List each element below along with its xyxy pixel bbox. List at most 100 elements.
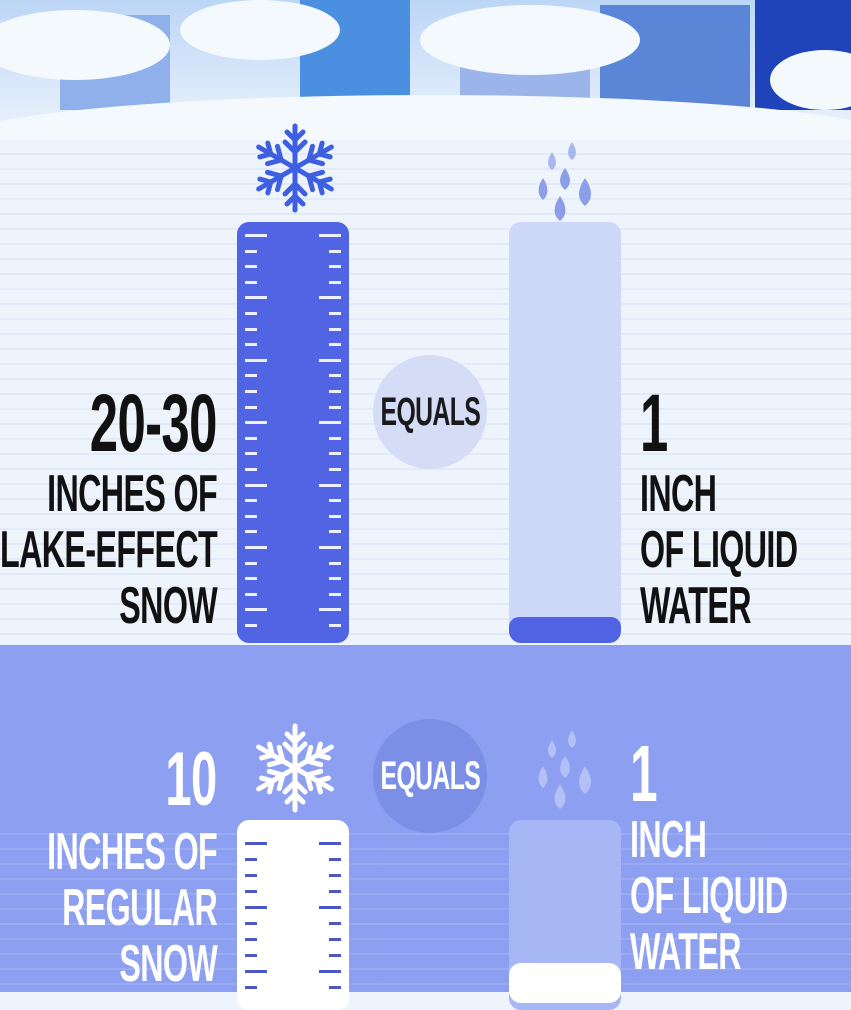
water-drops-icon — [538, 730, 591, 809]
water-amount: 1 — [640, 383, 685, 465]
gauge-tick — [245, 530, 257, 534]
water-level-fill — [509, 617, 621, 643]
gauge-tick — [245, 954, 257, 957]
gauge-tick — [329, 374, 341, 378]
gauge-tick — [245, 421, 267, 425]
gauge-tick — [319, 358, 341, 362]
gauge-tick — [329, 343, 341, 347]
gauge-tick — [329, 624, 341, 627]
water-description: INCH OF LIQUID WATER — [630, 814, 851, 982]
gauge-tick — [245, 249, 257, 253]
gauge-tick — [245, 608, 267, 612]
gauge-tick — [329, 890, 341, 893]
gauge-tick — [329, 327, 341, 331]
gauge-tick — [245, 312, 257, 315]
equals-label: EQUALS — [380, 753, 480, 798]
gauge-tick — [245, 499, 257, 503]
snow-gauge-regular — [237, 820, 349, 1010]
gauge-tick — [329, 954, 341, 957]
snow-gauge-lake-effect — [237, 222, 349, 643]
desc-line: WATER — [640, 577, 752, 635]
gauge-tick — [319, 421, 341, 425]
desc-line: SNOW — [119, 935, 217, 993]
gauge-tick — [329, 577, 341, 581]
gauge-tick — [245, 327, 257, 331]
gauge-tick — [245, 234, 267, 237]
gauge-tick — [329, 938, 341, 941]
gauge-tick — [329, 592, 341, 596]
gauge-tick — [245, 970, 267, 973]
water-description: INCH OF LIQUID WATER — [640, 468, 851, 636]
gauge-tick — [329, 514, 341, 518]
water-gauge-top — [509, 222, 621, 643]
gauge-tick — [245, 468, 257, 471]
gauge-tick — [245, 436, 257, 440]
gauge-tick — [319, 970, 341, 973]
desc-line: INCHES OF — [47, 823, 218, 881]
gauge-tick — [245, 858, 257, 861]
gauge-tick — [319, 906, 341, 909]
gauge-tick — [329, 530, 341, 534]
gauge-tick — [245, 842, 267, 845]
gauge-tick — [245, 592, 257, 596]
gauge-tick — [245, 405, 257, 409]
gauge-tick — [329, 249, 341, 253]
gauge-tick — [329, 468, 341, 471]
gauge-tick — [329, 452, 341, 456]
gauge-tick — [319, 608, 341, 612]
gauge-tick — [245, 938, 257, 941]
gauge-tick — [245, 483, 267, 487]
water-amount: 1 — [630, 734, 674, 814]
gauge-tick — [245, 546, 267, 549]
desc-line: LAKE-EFFECT — [0, 521, 218, 579]
snowflake-icon — [253, 123, 337, 214]
desc-line: REGULAR — [61, 879, 218, 937]
desc-line: OF LIQUID — [640, 521, 798, 579]
gauge-tick — [245, 922, 257, 925]
water-drops-icon — [538, 142, 591, 221]
gauge-tick — [245, 986, 257, 989]
gauge-tick — [329, 265, 341, 269]
gauge-tick — [329, 390, 341, 393]
gauge-tick — [329, 312, 341, 315]
gauge-tick — [329, 405, 341, 409]
equals-badge: EQUALS — [373, 719, 487, 833]
gauge-tick — [245, 906, 267, 909]
desc-line: SNOW — [119, 577, 217, 635]
gauge-tick — [319, 546, 341, 549]
gauge-tick — [245, 624, 257, 627]
gauge-tick — [329, 436, 341, 440]
gauge-tick — [319, 296, 341, 300]
snow-description: INCHES OF LAKE-EFFECT SNOW — [0, 468, 218, 636]
lower-stripes — [0, 820, 851, 992]
gauge-tick — [329, 561, 341, 565]
gauge-tick — [245, 514, 257, 518]
water-amount-number: 1 — [640, 378, 668, 469]
equals-label: EQUALS — [380, 389, 480, 434]
gauge-tick — [245, 296, 267, 300]
snow-description: INCHES OF REGULAR SNOW — [0, 823, 218, 994]
gauge-tick — [245, 890, 257, 893]
gauge-tick — [329, 858, 341, 861]
gauge-tick — [329, 499, 341, 503]
gauge-tick — [245, 374, 257, 378]
gauge-tick — [329, 280, 341, 284]
water-gauge-bottom — [509, 820, 621, 1010]
gauge-tick — [245, 577, 257, 581]
gauge-tick — [245, 561, 257, 565]
gauge-tick — [319, 234, 341, 237]
gauge-tick — [245, 265, 257, 269]
gauge-tick — [319, 842, 341, 845]
desc-line: OF LIQUID — [630, 867, 788, 925]
gauge-tick — [245, 343, 257, 347]
gauge-tick — [329, 986, 341, 989]
water-level-fill — [509, 963, 621, 1003]
equals-badge: EQUALS — [373, 355, 487, 469]
gauge-tick — [245, 390, 257, 393]
snow-amount-number: 10 — [165, 737, 218, 822]
desc-line: INCH — [640, 465, 717, 523]
gauge-tick — [319, 483, 341, 487]
gauge-tick — [245, 358, 267, 362]
gauge-tick — [245, 452, 257, 456]
gauge-tick — [245, 280, 257, 284]
